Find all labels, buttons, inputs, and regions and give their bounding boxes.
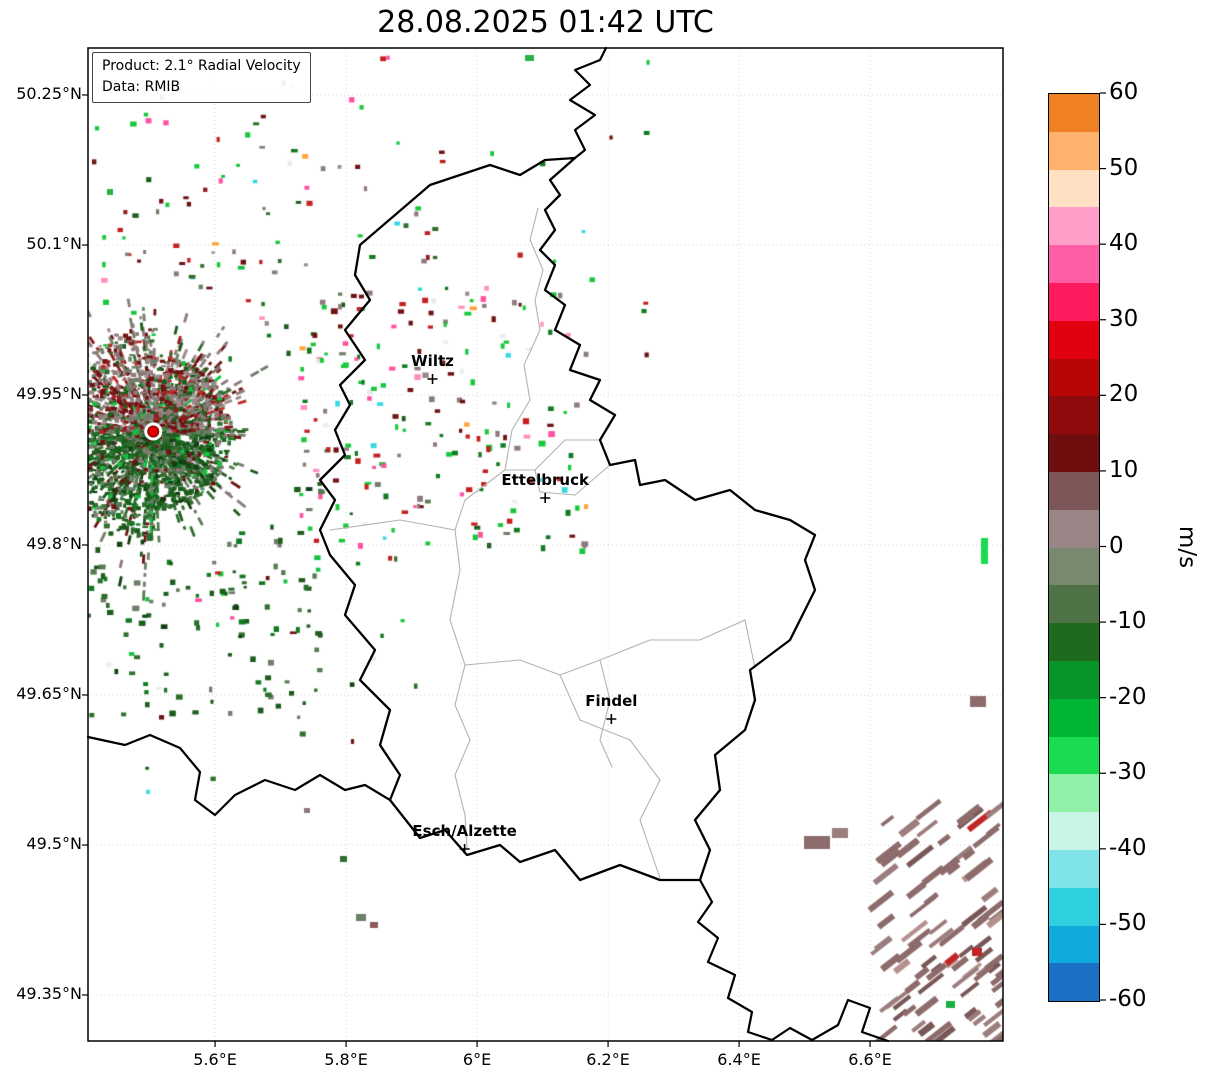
product-info-line: Product: 2.1° Radial Velocity: [102, 58, 301, 74]
colorbar-band: [1049, 396, 1099, 435]
colorbar-band: [1049, 585, 1099, 624]
colorbar-band: [1049, 94, 1099, 132]
colorbar-band: [1049, 282, 1099, 321]
data-source-line: Data: RMIB: [102, 79, 181, 95]
colorbar-tick-label: 60: [1109, 79, 1139, 105]
y-axis-tick-label: 50.1°N: [26, 234, 82, 253]
radar-velocity-data-canvas: [88, 48, 1003, 1041]
y-axis-tick-label: 49.8°N: [26, 534, 82, 553]
colorbar-tick-label: -60: [1109, 986, 1147, 1012]
colorbar-band: [1049, 245, 1099, 283]
product-info-box: Product: 2.1° Radial Velocity Data: RMIB: [92, 52, 311, 103]
colorbar-tick-label: -50: [1109, 910, 1147, 937]
colorbar-band: [1049, 358, 1099, 397]
y-axis-tick-label: 50.25°N: [16, 84, 82, 103]
colorbar-tick-label: -30: [1109, 759, 1147, 786]
x-axis-tick-label: 6.2°E: [586, 1050, 630, 1069]
y-axis-tick-label: 49.35°N: [16, 984, 82, 1003]
y-axis-tick-label: 49.65°N: [16, 684, 82, 703]
colorbar-band: [1049, 169, 1099, 208]
colorbar-tick-label: 20: [1109, 381, 1139, 408]
colorbar-band: [1049, 736, 1099, 775]
colorbar: [1048, 93, 1100, 1002]
x-axis-tick-label: 5.8°E: [324, 1050, 368, 1069]
colorbar-band: [1049, 509, 1099, 548]
colorbar-unit-label: m/s: [1174, 525, 1200, 568]
colorbar-band: [1049, 434, 1099, 472]
colorbar-tick-label: 30: [1109, 305, 1139, 332]
colorbar-tick-label: -40: [1109, 834, 1147, 861]
figure-title: 28.08.2025 01:42 UTC: [377, 5, 714, 40]
x-axis-tick-label: 6.4°E: [717, 1050, 761, 1069]
colorbar-band: [1049, 320, 1099, 359]
colorbar-band: [1049, 963, 1099, 1002]
colorbar-band: [1049, 131, 1099, 170]
colorbar-tick-label: 50: [1109, 154, 1139, 181]
x-axis-tick-label: 6°E: [462, 1050, 492, 1069]
colorbar-band: [1049, 774, 1099, 813]
colorbar-tick-label: 10: [1109, 456, 1139, 483]
colorbar-tick-label: 0: [1109, 532, 1124, 559]
x-axis-tick-label: 6.6°E: [848, 1050, 892, 1069]
colorbar-band: [1049, 623, 1099, 661]
colorbar-band: [1049, 925, 1099, 964]
y-axis-tick-label: 49.95°N: [16, 384, 82, 403]
colorbar-band: [1049, 471, 1099, 510]
colorbar-band: [1049, 660, 1099, 699]
colorbar-tick-label: -20: [1109, 683, 1147, 710]
colorbar-tick-label: -10: [1109, 608, 1147, 635]
colorbar-band: [1049, 698, 1099, 737]
colorbar-band: [1049, 812, 1099, 850]
colorbar-tick-label: 40: [1109, 230, 1139, 257]
colorbar-band: [1049, 887, 1099, 926]
colorbar-band: [1049, 547, 1099, 586]
y-axis-tick-label: 49.5°N: [26, 834, 82, 853]
colorbar-band: [1049, 849, 1099, 888]
x-axis-tick-label: 5.6°E: [193, 1050, 237, 1069]
colorbar-band: [1049, 207, 1099, 246]
